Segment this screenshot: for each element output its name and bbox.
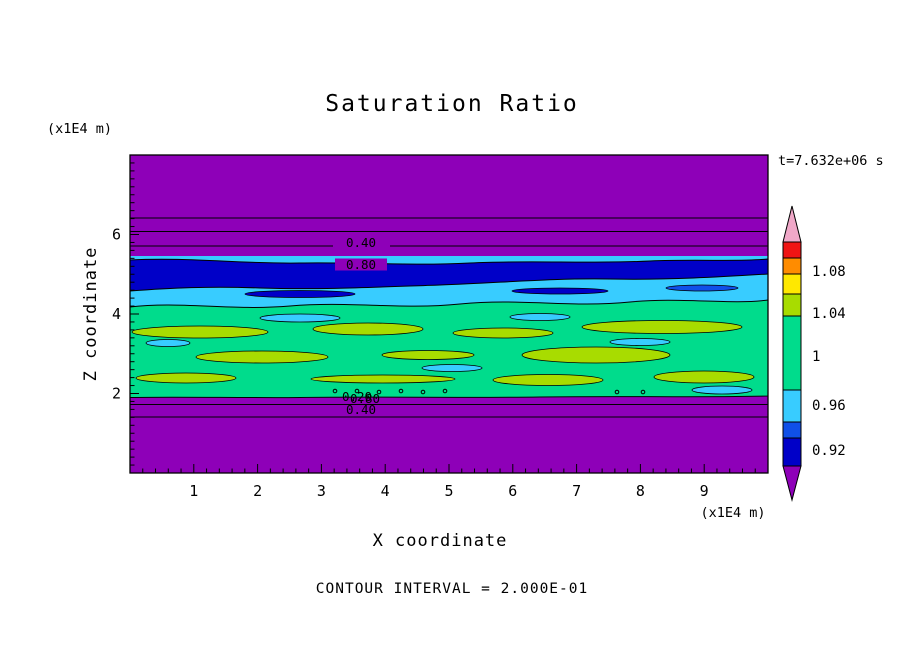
colorbar-label: 1.08 bbox=[812, 264, 846, 280]
contour-dot bbox=[640, 389, 646, 395]
cyan-lens bbox=[421, 364, 483, 372]
contour-dot bbox=[420, 389, 426, 395]
cyan-lens bbox=[145, 339, 191, 347]
contour-dot bbox=[614, 389, 620, 395]
x-axis-ticks: 1 2 3 4 5 6 7 8 9 bbox=[142, 464, 756, 500]
colorbar-label: 0.92 bbox=[812, 443, 846, 459]
y-tick-label: 2 bbox=[112, 385, 121, 403]
contour-label-gap bbox=[335, 236, 387, 250]
x-axis-label: X coordinate bbox=[373, 531, 508, 551]
chartreuse-lens bbox=[492, 374, 604, 386]
colorbar-arrow-top bbox=[782, 205, 802, 243]
navy-streak bbox=[511, 287, 609, 295]
colorbar-segment-blue bbox=[782, 421, 802, 439]
x-tick-label: 4 bbox=[381, 482, 390, 500]
chartreuse-lens bbox=[310, 374, 456, 384]
colorbar-segment-red bbox=[782, 241, 802, 259]
contour-label-gap bbox=[335, 258, 387, 271]
contour-dot bbox=[376, 389, 382, 395]
x-tick-label: 7 bbox=[572, 482, 581, 500]
contour-label-0.20-lower: 0.20 bbox=[342, 389, 372, 404]
colorbar-label: 1 bbox=[812, 349, 820, 365]
chart-title: Saturation Ratio bbox=[325, 91, 579, 117]
cyan-lens bbox=[509, 313, 571, 321]
colorbar-segment-orange bbox=[782, 257, 802, 275]
colorbar-segment-chartreuse bbox=[782, 293, 802, 317]
colorbar-label: 1.04 bbox=[812, 306, 846, 322]
colorbar-label: 0.96 bbox=[812, 398, 846, 414]
x-tick-label: 8 bbox=[636, 482, 645, 500]
cyan-lens bbox=[259, 313, 341, 323]
contour-label-0.40-upper: 0.40 bbox=[346, 235, 376, 250]
colorbar: 1.08 1.04 1 0.96 0.92 bbox=[782, 205, 846, 502]
blue-streak bbox=[665, 284, 739, 292]
chartreuse-lens bbox=[195, 350, 329, 364]
y-axis-label: Z coordinate bbox=[81, 247, 101, 382]
colorbar-segment-green bbox=[782, 315, 802, 391]
colorbar-segment-cyan bbox=[782, 389, 802, 423]
colorbar-arrow-bottom bbox=[782, 465, 802, 502]
contour-interval-note: CONTOUR INTERVAL = 2.000E-01 bbox=[316, 581, 588, 597]
y-tick-label: 6 bbox=[112, 226, 121, 244]
chartreuse-lens bbox=[135, 372, 237, 384]
chartreuse-lens bbox=[312, 322, 424, 336]
chartreuse-lens bbox=[381, 350, 475, 360]
contour-dot bbox=[398, 388, 404, 394]
chartreuse-lens bbox=[452, 327, 554, 339]
x-tick-label: 6 bbox=[508, 482, 517, 500]
colorbar-segment-navy bbox=[782, 437, 802, 467]
chartreuse-lens bbox=[653, 370, 755, 384]
contour-dot bbox=[332, 388, 338, 394]
x-tick-label: 2 bbox=[253, 482, 262, 500]
x-tick-label: 1 bbox=[189, 482, 198, 500]
green-band bbox=[130, 299, 768, 399]
chartreuse-lens bbox=[581, 320, 743, 334]
contour-label-0.80-lower: 0.80 bbox=[350, 391, 380, 406]
cyan-lens bbox=[691, 385, 753, 395]
time-annotation: t=7.632e+06 s bbox=[778, 153, 884, 169]
cyan-lens bbox=[609, 338, 671, 346]
navy-streak bbox=[244, 290, 356, 298]
contour-dot bbox=[442, 388, 448, 394]
contour-label-0.80-upper: 0.80 bbox=[346, 257, 376, 272]
contour-label-0.40-lower: 0.40 bbox=[346, 402, 376, 417]
chartreuse-lens bbox=[131, 325, 269, 339]
y-axis-units-label: (x1E4 m) bbox=[47, 121, 112, 137]
x-tick-label: 5 bbox=[444, 482, 453, 500]
contour-dot bbox=[354, 388, 360, 394]
y-axis-ticks: 2 4 6 bbox=[112, 162, 139, 466]
colorbar-segment-yellow bbox=[782, 273, 802, 295]
x-tick-label: 9 bbox=[700, 482, 709, 500]
x-axis-units-label: (x1E4 m) bbox=[700, 505, 765, 521]
x-tick-label: 3 bbox=[317, 482, 326, 500]
contour-field: 0.40 0.80 0.20 0.80 0.40 bbox=[130, 155, 768, 473]
chartreuse-lens bbox=[521, 346, 671, 364]
y-tick-label: 4 bbox=[112, 305, 121, 323]
